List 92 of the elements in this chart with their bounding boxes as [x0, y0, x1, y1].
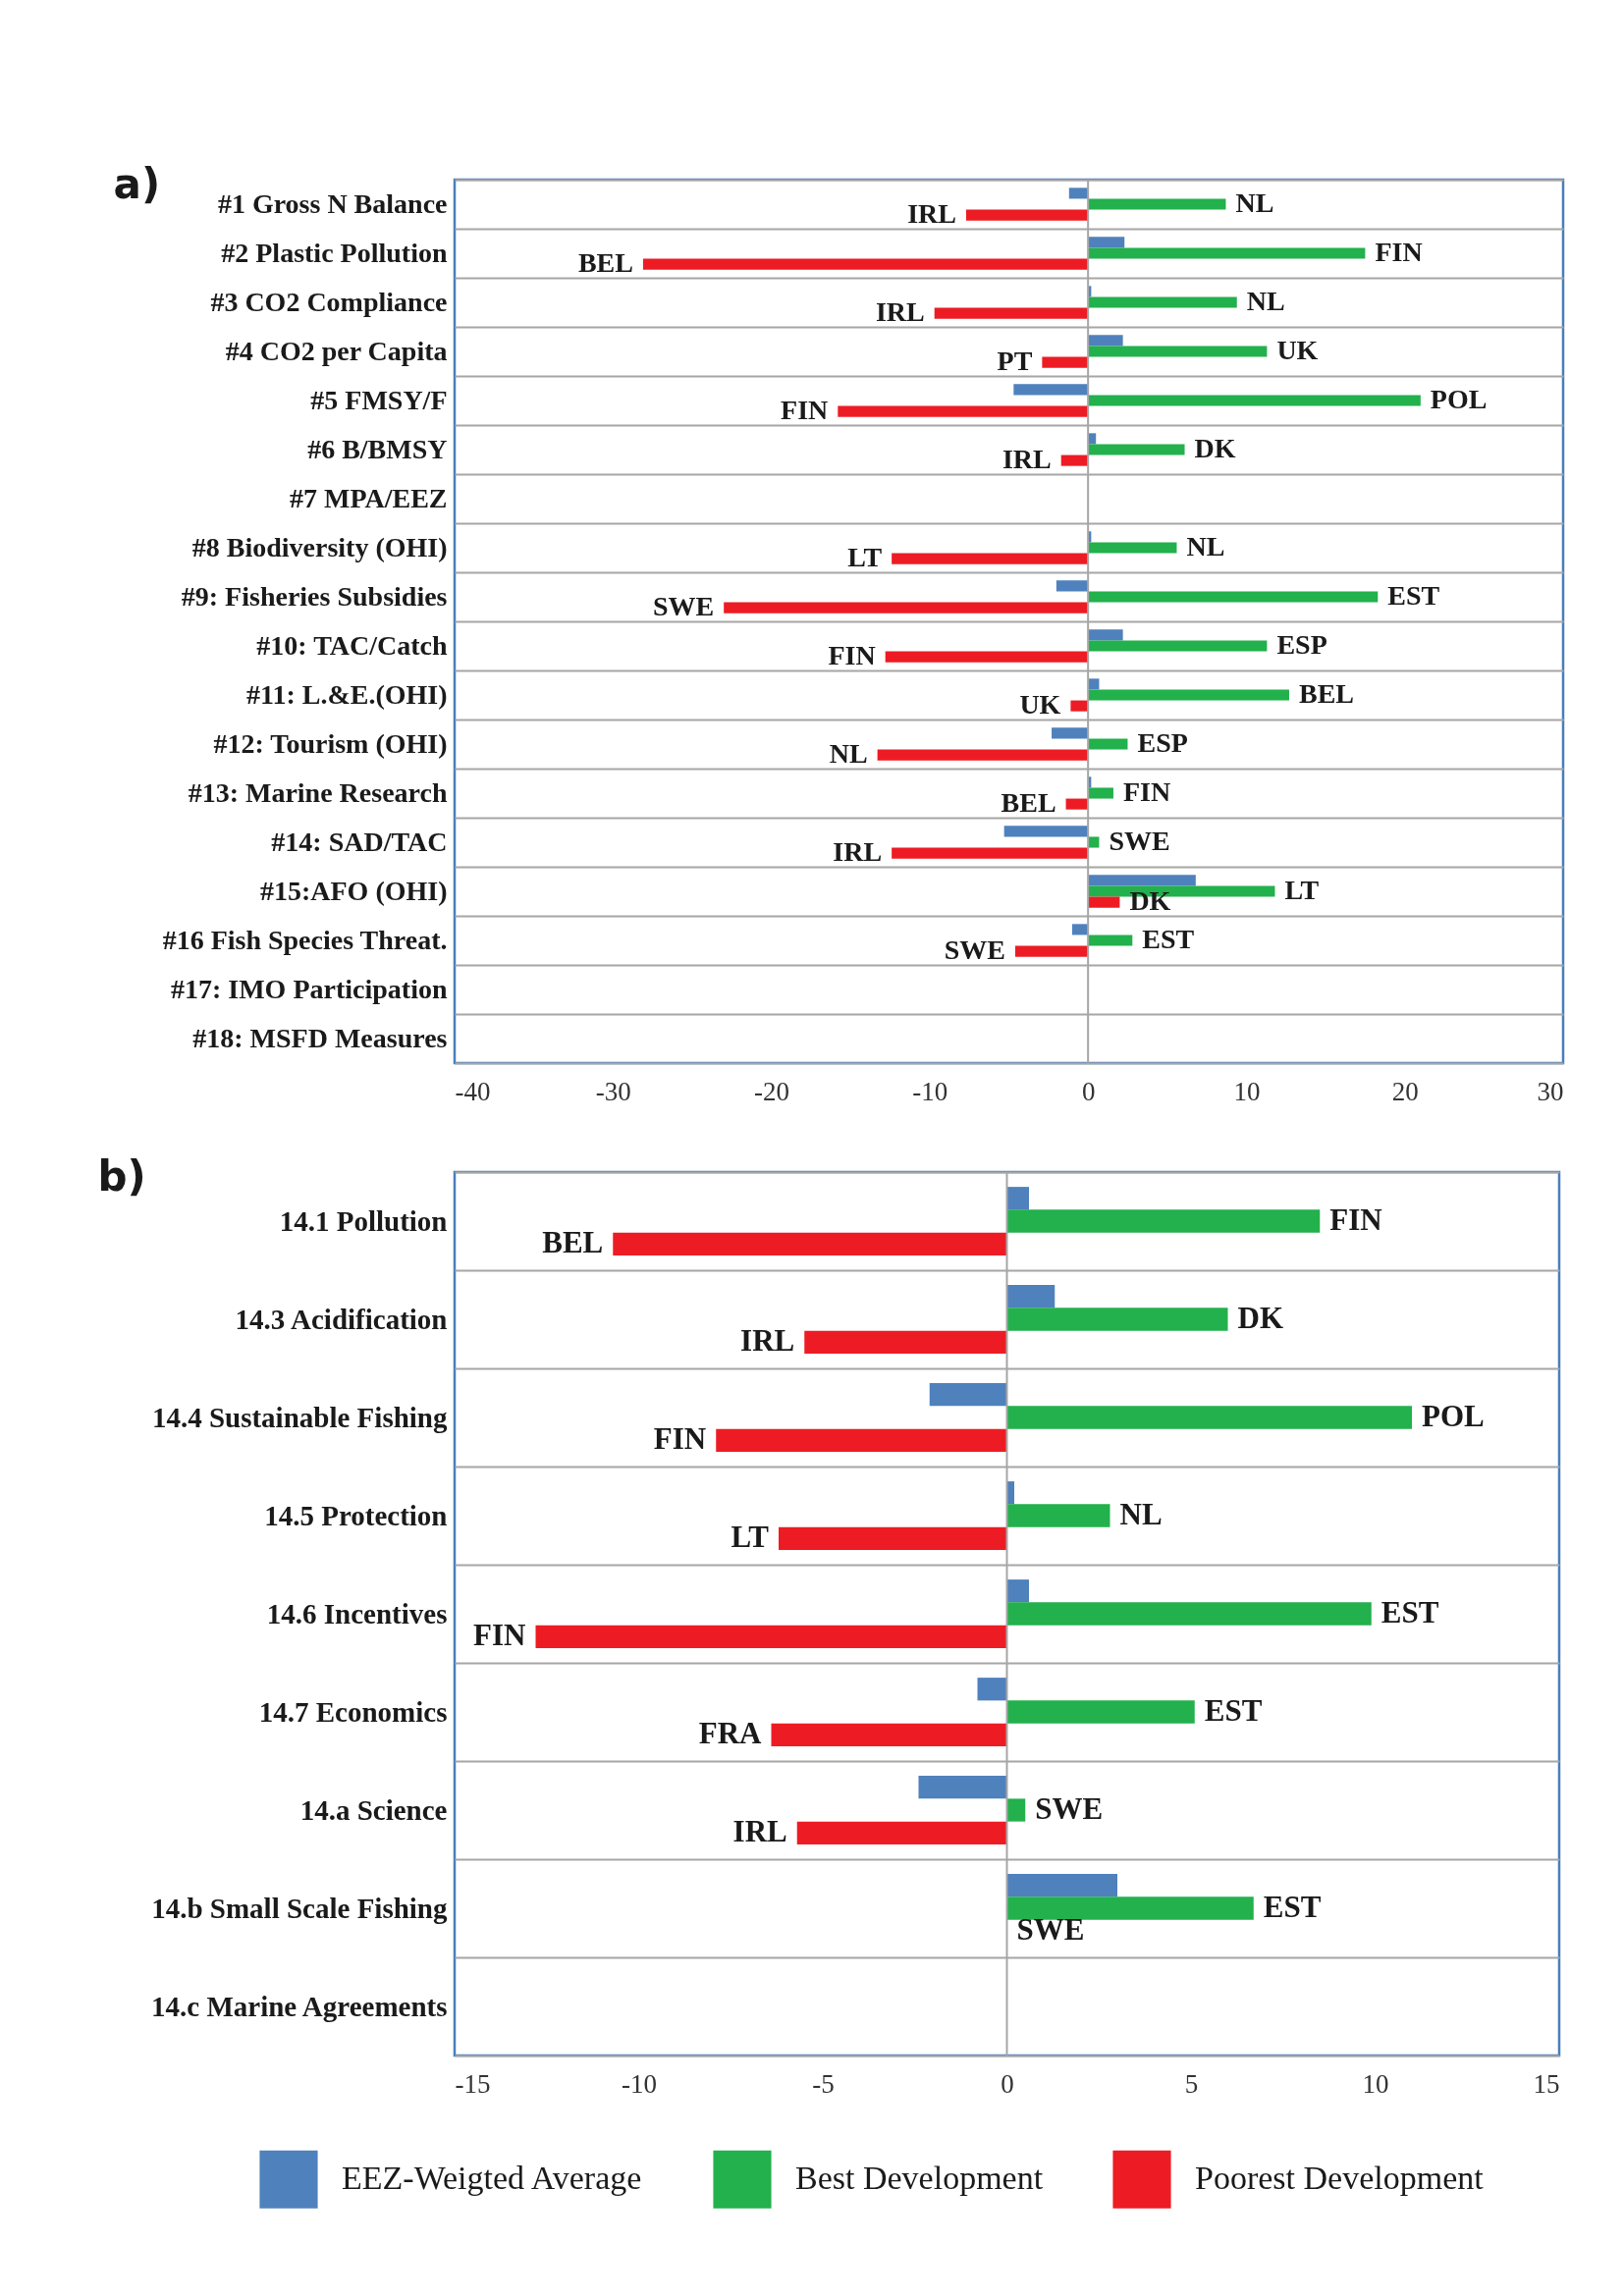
data-label: SWE: [1016, 1912, 1085, 1948]
data-label: PT: [997, 346, 1033, 377]
data-label: EST: [1204, 1693, 1263, 1728]
x-tick-label: 15: [1533, 2068, 1560, 2099]
y-tick-label: #14: SAD/TAC: [271, 826, 448, 857]
data-label: ESP: [1137, 727, 1188, 758]
x-tick-label: -10: [912, 1076, 948, 1106]
data-label: FIN: [828, 640, 876, 671]
x-tick-label: -5: [812, 2068, 835, 2099]
x-tick-label: -15: [455, 2068, 491, 2099]
x-tick-label: 5: [1184, 2068, 1199, 2099]
data-label: UK: [1019, 689, 1061, 721]
data-label: IRL: [907, 198, 956, 230]
x-tick-label: -20: [754, 1076, 790, 1106]
data-label: EST: [1142, 924, 1195, 954]
y-tick-label: 14.c Marine Agreements: [151, 1990, 448, 2022]
x-tick-label: 10: [1233, 1076, 1261, 1106]
y-tick-label: #10: TAC/Catch: [256, 629, 448, 661]
y-tick-label: 14.3 Acidification: [235, 1303, 448, 1335]
data-label: SWE: [1035, 1791, 1104, 1826]
y-tick-label: 14.5 Protection: [264, 1499, 448, 1531]
x-tick-label: -40: [455, 1076, 491, 1106]
y-tick-label: #1 Gross N Balance: [217, 187, 448, 219]
x-tick-label: 30: [1537, 1076, 1564, 1106]
y-tick-label: #13: Marine Research: [188, 776, 448, 808]
data-label: BEL: [1298, 678, 1355, 709]
y-tick-label: #11: L.&E.(OHI): [245, 678, 448, 710]
y-tick-label: #5 FMSY/F: [310, 384, 448, 415]
data-label: POL: [1430, 384, 1488, 414]
data-label: FIN: [1375, 237, 1423, 267]
data-label: EST: [1263, 1890, 1322, 1924]
y-tick-label: 14.4 Sustainable Fishing: [151, 1401, 448, 1433]
data-label: IRL: [740, 1323, 795, 1359]
legend-label: Poorest Development: [1195, 2160, 1485, 2197]
x-tick-label: 20: [1391, 1076, 1419, 1106]
y-tick-label: #15:AFO (OHI): [259, 875, 448, 906]
y-tick-label: #8 Biodiversity (OHI): [191, 531, 448, 562]
data-label: BEL: [542, 1225, 604, 1260]
data-label: NL: [1119, 1497, 1163, 1531]
y-tick-label: #6 B/BMSY: [307, 433, 448, 464]
data-label: ESP: [1276, 629, 1327, 660]
x-tick-label: -10: [622, 2068, 657, 2099]
data-label: FIN: [473, 1618, 526, 1653]
data-label: EST: [1387, 580, 1440, 611]
data-label: LT: [731, 1520, 770, 1555]
y-tick-label: #18: MSFD Measures: [192, 1022, 448, 1053]
data-label: IRL: [833, 836, 883, 868]
x-tick-label: 0: [1081, 1076, 1096, 1106]
text: b): [97, 1152, 146, 1201]
data-label: SWE: [1109, 826, 1170, 856]
data-label: FIN: [781, 395, 829, 426]
y-tick-label: #7 MPA/EEZ: [290, 482, 448, 513]
y-tick-label: 14.7 Economics: [258, 1695, 448, 1728]
data-label: NL: [1235, 187, 1274, 218]
data-label: BEL: [577, 247, 633, 279]
y-tick-label: #4 CO2 per Capita: [225, 335, 448, 366]
data-label: POL: [1422, 1399, 1485, 1433]
y-tick-label: #3 CO2 Compliance: [210, 286, 448, 317]
data-label: FRA: [698, 1716, 763, 1751]
legend-label: Best Development: [795, 2160, 1044, 2197]
data-label: NL: [829, 738, 868, 770]
y-tick-label: #17: IMO Participation: [170, 973, 448, 1004]
x-tick-label: 10: [1362, 2068, 1389, 2099]
data-label: FIN: [1329, 1202, 1382, 1237]
data-label: IRL: [875, 296, 925, 328]
data-label: DK: [1237, 1301, 1283, 1335]
data-label: DK: [1194, 433, 1236, 463]
data-label: NL: [1186, 531, 1225, 561]
data-label: LT: [847, 542, 883, 573]
data-label: UK: [1276, 335, 1319, 365]
data-label: FIN: [653, 1421, 707, 1457]
x-tick-label: 0: [1001, 2068, 1014, 2099]
data-label: IRL: [732, 1814, 787, 1849]
x-tick-label: -30: [595, 1076, 631, 1106]
data-label: FIN: [1122, 776, 1171, 807]
data-label: NL: [1246, 286, 1285, 316]
y-tick-label: #9: Fisheries Subsidies: [181, 580, 448, 612]
legend-label: EEZ-Weigted Average: [342, 2160, 642, 2197]
data-label: BEL: [1001, 787, 1056, 819]
y-tick-label: 14.1 Pollution: [279, 1204, 448, 1237]
data-label: EST: [1380, 1595, 1439, 1629]
data-label: SWE: [652, 591, 715, 622]
y-tick-label: 14.a Science: [299, 1793, 448, 1826]
data-label: SWE: [944, 934, 1005, 966]
data-label: IRL: [1001, 444, 1052, 475]
y-tick-label: #12: Tourism (OHI): [213, 727, 448, 759]
y-tick-label: 14.b Small Scale Fishing: [151, 1892, 448, 1924]
y-tick-label: 14.6 Incentives: [266, 1597, 448, 1629]
y-tick-label: #2 Plastic Pollution: [221, 237, 448, 268]
y-tick-label: #16 Fish Species Threat.: [162, 924, 448, 955]
chart-title: a): [113, 160, 161, 208]
data-label: LT: [1284, 875, 1320, 905]
